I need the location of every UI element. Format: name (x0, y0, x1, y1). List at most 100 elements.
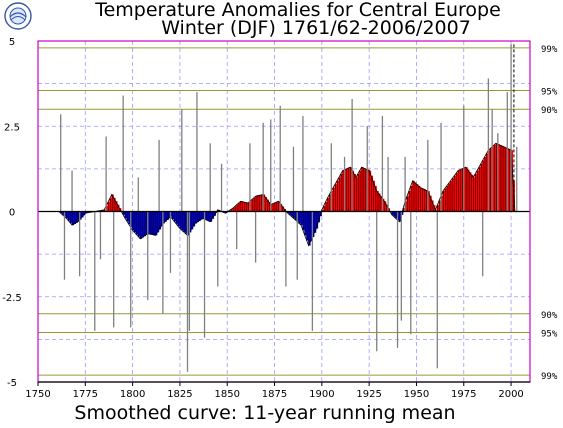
smoothed-fill-year (376, 191, 379, 212)
smoothed-fill-year (298, 211, 302, 224)
smoothed-fill-year (251, 199, 254, 212)
smoothed-fill-year (368, 170, 372, 212)
smoothed-fill-year (258, 195, 262, 212)
percentile-label: 99% (541, 372, 558, 382)
smoothed-fill-year (143, 211, 146, 237)
smoothed-fill-year (489, 148, 493, 212)
smoothed-fill-year (395, 211, 398, 219)
smoothed-fill-year (238, 202, 241, 212)
smoothed-fill-year (378, 193, 381, 212)
smoothed-fill-year (342, 170, 345, 212)
smoothed-fill-year (391, 211, 394, 215)
smoothed-fill-year (381, 198, 385, 212)
smoothed-fill-year (82, 211, 86, 216)
smoothed-fill-year (484, 156, 487, 212)
smoothed-fill-year (359, 170, 362, 212)
smoothed-fill-year (491, 146, 495, 212)
smoothed-fill-year (207, 211, 211, 221)
smoothed-fill-year (232, 208, 235, 212)
smoothed-fill-year (60, 211, 63, 214)
smoothed-curve-fill (58, 142, 517, 247)
annual-bars (60, 44, 518, 372)
smoothed-fill-year (173, 211, 177, 222)
smoothed-fill-year (455, 173, 459, 212)
smoothed-fill-year (126, 211, 129, 222)
smoothed-fill-year (419, 187, 423, 212)
smoothed-fill-year (264, 197, 268, 212)
smoothed-fill-year (111, 194, 114, 212)
smoothed-fill-year (470, 174, 474, 212)
x-tick-label: 1900 (309, 389, 334, 400)
chart-caption: Smoothed curve: 11-year running mean (74, 402, 455, 424)
smoothed-fill-year (294, 211, 298, 221)
smoothed-fill-year (497, 144, 500, 212)
smoothed-fill-year (463, 168, 466, 212)
smoothed-fill-year (151, 211, 154, 235)
smoothed-fill-year (75, 211, 78, 223)
smoothed-fill-year (202, 211, 205, 219)
smoothed-fill-year (503, 146, 506, 212)
smoothed-fill-year (501, 145, 504, 212)
smoothed-fill-year (323, 205, 326, 212)
smoothed-fill-year (62, 211, 65, 215)
smoothed-fill-year (186, 211, 190, 236)
smoothed-fill-year (330, 191, 334, 212)
smoothed-fill-year (338, 177, 341, 212)
x-tick-label: 1775 (73, 389, 98, 400)
chart-subtitle: Winter (DJF) 1761/62-2006/2007 (161, 17, 471, 39)
smoothed-fill-year (321, 209, 324, 212)
smoothed-fill-year (204, 211, 207, 220)
smoothed-fill-year (438, 200, 442, 212)
smoothed-fill-year (253, 197, 256, 212)
smoothed-fill-year (425, 190, 428, 212)
y-tick-label: 5 (9, 37, 15, 48)
smoothed-fill-year (291, 211, 294, 217)
smoothed-fill-year (79, 211, 82, 220)
smoothed-fill-year (185, 211, 188, 234)
smoothed-fill-year (177, 211, 181, 227)
smoothed-fill-year (410, 185, 413, 212)
x-tick-label: 2000 (498, 389, 523, 400)
smoothed-fill-year (274, 202, 277, 212)
smoothed-fill-year (63, 211, 67, 217)
smoothed-fill-year (504, 147, 508, 212)
x-tick-label: 1750 (25, 389, 50, 400)
smoothed-fill-year (448, 183, 451, 212)
smoothed-fill-year (84, 211, 88, 214)
smoothed-fill-year (302, 211, 305, 231)
smoothed-fill-year (247, 202, 251, 212)
smoothed-fill-year (296, 211, 300, 222)
smoothed-fill-year (468, 172, 472, 212)
smoothed-fill-year (158, 211, 162, 230)
smoothed-fill-year (145, 211, 148, 235)
y-tick-label: -5 (7, 378, 17, 389)
smoothed-fill-year (362, 168, 366, 212)
smoothed-fill-year (211, 211, 215, 219)
smoothed-fill-year (107, 202, 111, 212)
x-tick-label: 1950 (404, 389, 429, 400)
smoothed-fill-year (328, 194, 332, 212)
smoothed-fill-year (160, 211, 163, 227)
smoothed-fill-year (275, 202, 279, 212)
smoothed-fill-year (482, 160, 485, 212)
smoothed-fill-year (465, 167, 468, 212)
percentile-lines (38, 47, 530, 376)
smoothed-fill-year (459, 169, 462, 212)
smoothed-fill-year (109, 198, 112, 212)
smoothed-fill-year (450, 180, 453, 212)
smoothed-fill-year (169, 211, 173, 217)
smoothed-fill-year (446, 185, 449, 212)
smoothed-fill-year (423, 189, 427, 212)
smoothed-fill-year (209, 211, 213, 222)
smoothed-fill-year (306, 211, 309, 241)
percentile-label: 90% (541, 106, 558, 116)
smoothed-fill-year (311, 211, 315, 238)
smoothed-fill-year (183, 211, 186, 232)
smoothed-fill-year (200, 211, 203, 220)
x-tick-label: 1925 (356, 389, 381, 400)
smoothed-fill-year (262, 194, 266, 212)
smoothed-fill-year (134, 211, 137, 233)
smoothed-fill-year (257, 195, 260, 212)
smoothed-fill-year (467, 169, 470, 212)
